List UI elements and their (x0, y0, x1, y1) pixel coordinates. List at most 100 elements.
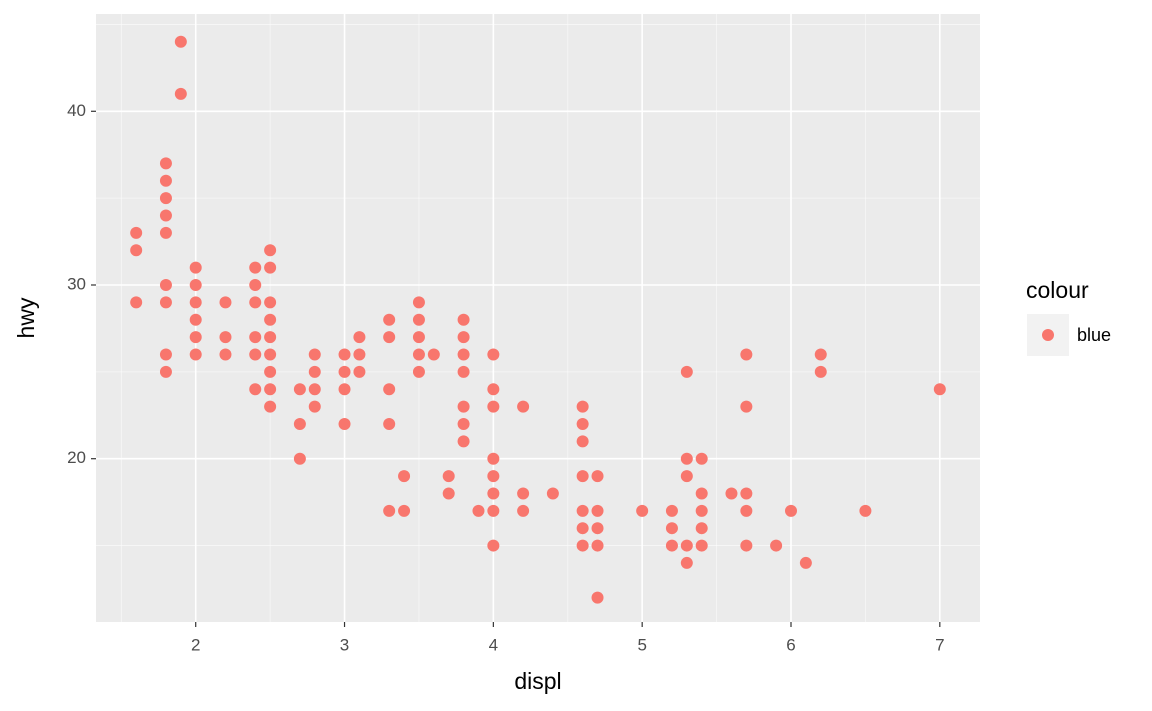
point (457, 435, 470, 448)
point (293, 452, 306, 465)
point (383, 417, 396, 430)
point (487, 539, 500, 552)
point (398, 504, 411, 517)
point (264, 400, 277, 413)
point (695, 522, 708, 535)
point (249, 348, 262, 361)
point (576, 470, 589, 483)
point (398, 470, 411, 483)
point (130, 226, 143, 239)
point (442, 470, 455, 483)
point (189, 296, 202, 309)
point (740, 487, 753, 500)
point (517, 487, 530, 500)
y-tick-label: 30 (67, 274, 86, 293)
point (576, 400, 589, 413)
point (412, 313, 425, 326)
point (487, 504, 500, 517)
point (189, 331, 202, 344)
point (130, 296, 143, 309)
point (308, 400, 321, 413)
x-tick-label: 2 (191, 635, 200, 654)
point (591, 539, 604, 552)
x-axis-title: displ (514, 668, 561, 694)
point (665, 522, 678, 535)
x-tick-label: 5 (637, 635, 646, 654)
point (219, 331, 232, 344)
point (264, 365, 277, 378)
point (383, 504, 396, 517)
point (740, 400, 753, 413)
point (799, 556, 812, 569)
point (412, 296, 425, 309)
point (680, 365, 693, 378)
point (174, 35, 187, 48)
point (189, 313, 202, 326)
point (591, 504, 604, 517)
point (130, 244, 143, 257)
legend: blue (1027, 314, 1111, 356)
point (353, 331, 366, 344)
point (293, 383, 306, 396)
x-tick-label: 6 (786, 635, 795, 654)
y-axis-title: hwy (13, 297, 39, 338)
point (457, 313, 470, 326)
point (665, 504, 678, 517)
point (159, 348, 172, 361)
point (159, 192, 172, 205)
point (308, 383, 321, 396)
point (338, 365, 351, 378)
point (189, 348, 202, 361)
point (814, 365, 827, 378)
point (338, 417, 351, 430)
x-tick-label: 3 (340, 635, 349, 654)
point (576, 417, 589, 430)
point (814, 348, 827, 361)
point (159, 157, 172, 170)
point (591, 522, 604, 535)
point (159, 278, 172, 291)
point (636, 504, 649, 517)
point (680, 470, 693, 483)
legend-symbol (1042, 329, 1054, 341)
point (249, 331, 262, 344)
point (383, 331, 396, 344)
point (308, 348, 321, 361)
y-tick-label: 20 (67, 448, 86, 467)
point (680, 556, 693, 569)
point (219, 296, 232, 309)
point (457, 400, 470, 413)
point (189, 261, 202, 274)
point (219, 348, 232, 361)
point (338, 383, 351, 396)
point (159, 226, 172, 239)
point (457, 348, 470, 361)
legend-title: colour (1026, 277, 1089, 303)
point (725, 487, 738, 500)
point (591, 470, 604, 483)
point (740, 539, 753, 552)
point (695, 504, 708, 517)
point (353, 348, 366, 361)
point (412, 331, 425, 344)
point (591, 591, 604, 604)
x-tick-label: 7 (935, 635, 944, 654)
point (457, 417, 470, 430)
point (457, 331, 470, 344)
point (249, 261, 262, 274)
point (249, 296, 262, 309)
point (487, 348, 500, 361)
point (249, 383, 262, 396)
point (293, 417, 306, 430)
point (159, 296, 172, 309)
point (740, 348, 753, 361)
point (933, 383, 946, 396)
point (680, 452, 693, 465)
point (487, 452, 500, 465)
panel (96, 14, 980, 622)
point (264, 348, 277, 361)
point (695, 539, 708, 552)
point (174, 87, 187, 100)
x-tick-label: 4 (489, 635, 498, 654)
point (680, 539, 693, 552)
